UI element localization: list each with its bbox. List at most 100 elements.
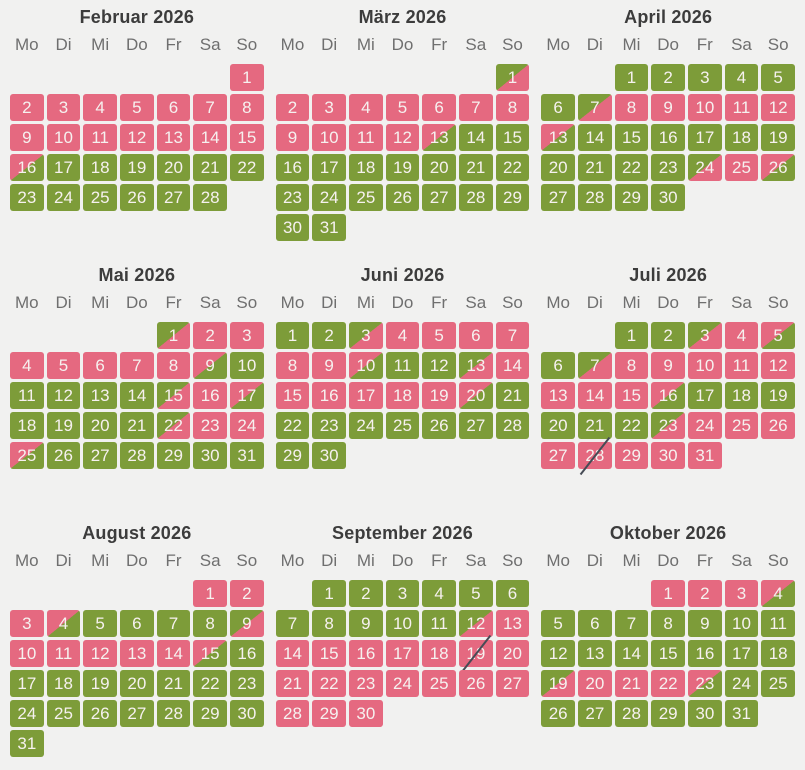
day-cell-15[interactable]: 15	[495, 124, 530, 151]
day-cell-21[interactable]: 21	[275, 670, 310, 697]
day-cell-14[interactable]: 14	[458, 124, 493, 151]
day-cell-25[interactable]: 25	[761, 670, 795, 697]
day-cell-7[interactable]: 7	[458, 94, 493, 121]
day-cell-17[interactable]: 17	[229, 382, 264, 409]
day-cell-31[interactable]: 31	[312, 214, 346, 241]
day-cell-18[interactable]: 18	[422, 640, 456, 667]
day-cell-12[interactable]: 12	[119, 124, 154, 151]
day-cell-8[interactable]: 8	[312, 610, 346, 637]
day-cell-8[interactable]: 8	[614, 352, 649, 379]
day-cell-22[interactable]: 22	[275, 412, 310, 439]
day-cell-11[interactable]: 11	[10, 382, 44, 409]
day-cell-29[interactable]: 29	[312, 700, 346, 727]
day-cell-19[interactable]: 19	[385, 154, 420, 181]
day-cell-10[interactable]: 10	[312, 124, 346, 151]
day-cell-9[interactable]: 9	[10, 124, 44, 151]
day-cell-23[interactable]: 23	[193, 412, 227, 439]
day-cell-2[interactable]: 2	[312, 322, 346, 349]
day-cell-4[interactable]: 4	[83, 94, 117, 121]
day-cell-12[interactable]: 12	[422, 352, 456, 379]
day-cell-1[interactable]: 1	[495, 64, 530, 91]
day-cell-12[interactable]: 12	[46, 382, 81, 409]
day-cell-13[interactable]: 13	[83, 382, 117, 409]
day-cell-26[interactable]: 26	[385, 184, 420, 211]
day-cell-10[interactable]: 10	[724, 610, 759, 637]
day-cell-11[interactable]: 11	[724, 352, 759, 379]
day-cell-15[interactable]: 15	[651, 640, 685, 667]
day-cell-4[interactable]: 4	[348, 94, 383, 121]
day-cell-28[interactable]: 28	[577, 184, 612, 211]
day-cell-16[interactable]: 16	[312, 382, 346, 409]
day-cell-26[interactable]: 26	[761, 412, 795, 439]
day-cell-1[interactable]: 1	[193, 580, 227, 607]
day-cell-16[interactable]: 16	[229, 640, 264, 667]
day-cell-15[interactable]: 15	[193, 640, 227, 667]
day-cell-27[interactable]: 27	[83, 442, 117, 469]
day-cell-3[interactable]: 3	[46, 94, 81, 121]
day-cell-18[interactable]: 18	[724, 382, 759, 409]
day-cell-9[interactable]: 9	[193, 352, 227, 379]
day-cell-13[interactable]: 13	[119, 640, 154, 667]
day-cell-14[interactable]: 14	[193, 124, 227, 151]
day-cell-20[interactable]: 20	[83, 412, 117, 439]
day-cell-7[interactable]: 7	[275, 610, 310, 637]
day-cell-24[interactable]: 24	[229, 412, 264, 439]
day-cell-14[interactable]: 14	[577, 124, 612, 151]
day-cell-29[interactable]: 29	[651, 700, 685, 727]
day-cell-29[interactable]: 29	[193, 700, 227, 727]
day-cell-26[interactable]: 26	[761, 154, 795, 181]
day-cell-20[interactable]: 20	[422, 154, 456, 181]
day-cell-23[interactable]: 23	[687, 670, 722, 697]
day-cell-21[interactable]: 21	[458, 154, 493, 181]
day-cell-30[interactable]: 30	[651, 442, 685, 469]
day-cell-15[interactable]: 15	[156, 382, 191, 409]
day-cell-9[interactable]: 9	[312, 352, 346, 379]
day-cell-7[interactable]: 7	[193, 94, 227, 121]
day-cell-19[interactable]: 19	[458, 634, 493, 673]
day-cell-14[interactable]: 14	[275, 640, 310, 667]
day-cell-19[interactable]: 19	[119, 154, 154, 181]
day-cell-20[interactable]: 20	[541, 154, 575, 181]
day-cell-3[interactable]: 3	[229, 322, 264, 349]
day-cell-9[interactable]: 9	[229, 610, 264, 637]
day-cell-22[interactable]: 22	[614, 154, 649, 181]
day-cell-14[interactable]: 14	[495, 352, 530, 379]
day-cell-30[interactable]: 30	[687, 700, 722, 727]
day-cell-21[interactable]: 21	[577, 154, 612, 181]
day-cell-9[interactable]: 9	[275, 124, 310, 151]
day-cell-29[interactable]: 29	[614, 184, 649, 211]
day-cell-13[interactable]: 13	[156, 124, 191, 151]
day-cell-17[interactable]: 17	[312, 154, 346, 181]
day-cell-28[interactable]: 28	[614, 700, 649, 727]
day-cell-19[interactable]: 19	[761, 382, 795, 409]
day-cell-14[interactable]: 14	[614, 640, 649, 667]
day-cell-22[interactable]: 22	[495, 154, 530, 181]
day-cell-23[interactable]: 23	[229, 670, 264, 697]
day-cell-3[interactable]: 3	[312, 94, 346, 121]
day-cell-6[interactable]: 6	[422, 94, 456, 121]
day-cell-18[interactable]: 18	[83, 154, 117, 181]
day-cell-4[interactable]: 4	[761, 580, 795, 607]
day-cell-15[interactable]: 15	[614, 124, 649, 151]
day-cell-24[interactable]: 24	[687, 412, 722, 439]
day-cell-5[interactable]: 5	[422, 322, 456, 349]
day-cell-24[interactable]: 24	[687, 154, 722, 181]
day-cell-5[interactable]: 5	[761, 322, 795, 349]
day-cell-28[interactable]: 28	[458, 184, 493, 211]
day-cell-22[interactable]: 22	[614, 412, 649, 439]
day-cell-6[interactable]: 6	[577, 610, 612, 637]
day-cell-18[interactable]: 18	[348, 154, 383, 181]
day-cell-24[interactable]: 24	[46, 184, 81, 211]
day-cell-11[interactable]: 11	[422, 610, 456, 637]
day-cell-6[interactable]: 6	[119, 610, 154, 637]
day-cell-16[interactable]: 16	[10, 154, 44, 181]
day-cell-5[interactable]: 5	[458, 580, 493, 607]
day-cell-25[interactable]: 25	[348, 184, 383, 211]
day-cell-9[interactable]: 9	[348, 610, 383, 637]
day-cell-24[interactable]: 24	[312, 184, 346, 211]
day-cell-6[interactable]: 6	[541, 352, 575, 379]
day-cell-12[interactable]: 12	[385, 124, 420, 151]
day-cell-11[interactable]: 11	[724, 94, 759, 121]
day-cell-31[interactable]: 31	[10, 730, 44, 757]
day-cell-20[interactable]: 20	[495, 640, 530, 667]
